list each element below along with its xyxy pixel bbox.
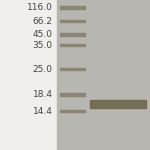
Text: 25.0: 25.0 [33,64,52,74]
Bar [90,100,146,108]
Bar [57,0,150,150]
Bar [60,93,85,96]
Bar [60,110,85,112]
Text: 45.0: 45.0 [33,30,52,39]
Bar [60,20,85,22]
Bar [60,44,85,46]
Text: 116.0: 116.0 [27,3,52,12]
Text: 18.4: 18.4 [33,90,52,99]
Text: 14.4: 14.4 [33,106,52,116]
Bar [60,33,85,36]
Bar [60,68,85,70]
Bar [60,6,85,9]
Text: 35.0: 35.0 [32,40,52,50]
Text: 66.2: 66.2 [33,16,52,26]
